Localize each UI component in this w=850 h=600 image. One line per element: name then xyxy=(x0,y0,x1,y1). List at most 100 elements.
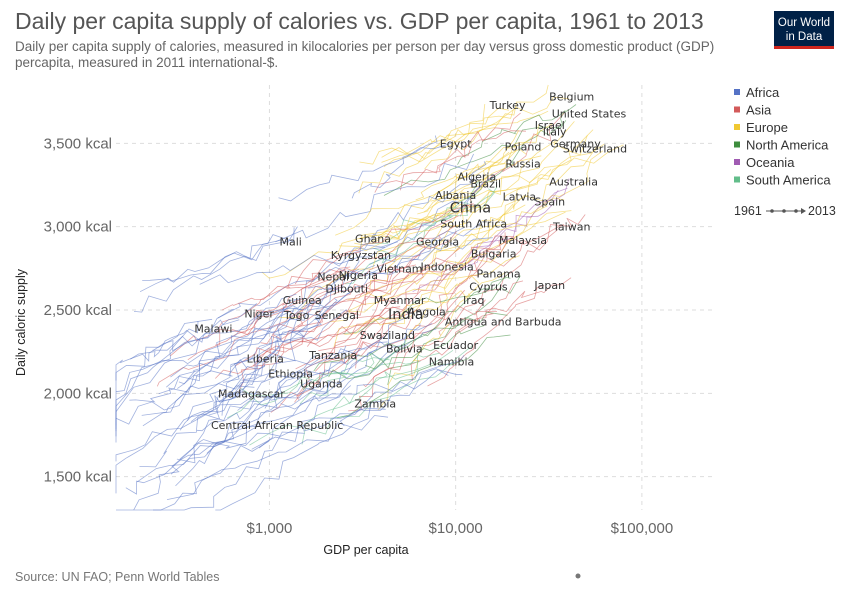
country-trajectory xyxy=(142,239,286,282)
country-trajectory xyxy=(133,226,298,313)
owid-logo[interactable]: Our World in Data xyxy=(774,11,834,49)
country-trajectory xyxy=(125,425,261,495)
legend-entry: South America xyxy=(746,173,831,188)
time-dot xyxy=(794,209,798,213)
country-label: Germany xyxy=(550,137,601,150)
country-label: India xyxy=(388,307,424,323)
legend-swatch xyxy=(734,159,740,165)
country-label: Japan xyxy=(533,279,565,292)
country-label: Vietnam xyxy=(377,262,423,275)
country-label: Swaziland xyxy=(360,329,415,342)
country-trajectory xyxy=(187,331,304,421)
country-trajectory xyxy=(405,240,484,342)
legend-swatch xyxy=(734,89,740,95)
country-trajectory xyxy=(179,407,386,460)
country-label: Israel xyxy=(535,119,565,132)
country-label: Togo xyxy=(283,309,310,322)
country-trajectory xyxy=(175,372,307,487)
playback-dot[interactable] xyxy=(573,571,583,581)
country-trajectory xyxy=(359,107,510,165)
logo-line-1: Our World xyxy=(777,17,831,29)
x-axis-title: GDP per capita xyxy=(323,543,408,557)
country-label: Uganda xyxy=(300,377,342,390)
country-trajectory xyxy=(129,358,247,403)
country-label: Indonesia xyxy=(421,261,474,274)
country-trajectory xyxy=(373,188,496,256)
time-end-label: 2013 xyxy=(808,204,836,218)
country-trajectory xyxy=(187,266,351,361)
legend-swatch xyxy=(734,176,740,183)
country-label: Iraq xyxy=(463,294,485,307)
country-label: South Africa xyxy=(440,217,507,230)
country-label: Turkey xyxy=(489,99,526,112)
country-label: Niger xyxy=(244,307,274,320)
country-label: Belgium xyxy=(549,91,594,104)
country-trajectory xyxy=(217,246,386,319)
country-trajectory xyxy=(280,369,463,410)
country-trajectory xyxy=(354,186,523,246)
country-trajectory xyxy=(281,264,416,347)
source-note: Source: UN FAO; Penn World Tables xyxy=(15,570,220,584)
time-range-indicator: 1961 2013 xyxy=(734,204,836,218)
country-trajectory xyxy=(299,338,407,405)
country-label: Namibia xyxy=(429,356,475,369)
country-trajectory xyxy=(301,344,474,445)
country-trajectory xyxy=(270,323,421,401)
country-label: Switzerland xyxy=(563,142,627,155)
country-trajectory xyxy=(275,153,474,243)
country-trajectory xyxy=(261,204,477,279)
country-trajectory xyxy=(374,130,527,193)
legend-swatch xyxy=(734,106,740,113)
country-label: Cyprus xyxy=(469,281,508,294)
country-label: Nepal xyxy=(317,271,349,284)
country-trajectory xyxy=(130,319,240,360)
country-trajectory xyxy=(196,384,327,432)
country-trajectory xyxy=(369,175,496,265)
country-trajectory xyxy=(152,292,350,351)
country-label: Malawi xyxy=(194,322,232,335)
country-trajectory xyxy=(115,385,255,494)
country-trajectory xyxy=(115,310,294,393)
country-trajectory xyxy=(281,215,459,310)
country-label: Ethiopia xyxy=(268,367,313,380)
country-trajectory xyxy=(347,185,483,279)
country-trajectory xyxy=(404,223,564,275)
country-label: Taiwan xyxy=(552,221,590,234)
country-trajectory xyxy=(278,142,452,202)
country-trajectory xyxy=(453,143,605,253)
y-tick-label: 2,500 kcal xyxy=(44,302,112,319)
legend-swatch xyxy=(734,141,740,148)
country-trajectory xyxy=(178,293,297,385)
country-trajectory xyxy=(400,112,521,191)
country-trajectory xyxy=(366,253,488,298)
country-trajectory xyxy=(345,211,566,313)
playback-dot-mark xyxy=(575,573,581,579)
country-trajectory xyxy=(387,275,521,386)
y-tick-label: 3,500 kcal xyxy=(44,135,112,152)
logo-accent-bar xyxy=(774,46,834,49)
country-trajectory xyxy=(176,379,313,464)
country-label: Poland xyxy=(505,141,542,154)
legend-swatch xyxy=(734,124,740,130)
logo-line-2: in Data xyxy=(785,31,823,43)
country-trajectory xyxy=(385,197,565,265)
country-trajectory xyxy=(431,146,598,265)
axes: 1,500 kcal 2,000 kcal 2,500 kcal 3,000 kcal… xyxy=(14,135,673,557)
country-trajectory xyxy=(423,121,575,262)
country-trajectory xyxy=(433,232,507,318)
country-trajectory xyxy=(260,254,421,345)
country-trajectory xyxy=(235,308,421,367)
country-trajectory xyxy=(221,268,342,311)
country-trajectory xyxy=(427,284,545,387)
legend-entry: Oceania xyxy=(746,155,795,170)
country-label: Ecuador xyxy=(433,339,478,352)
country-label: Georgia xyxy=(416,236,459,249)
grid-lines xyxy=(116,85,716,510)
country-trajectory xyxy=(230,316,326,368)
country-trajectory xyxy=(254,233,377,325)
country-trajectory xyxy=(328,325,485,380)
country-trajectory xyxy=(251,354,465,450)
country-trajectory xyxy=(215,314,385,379)
country-label: Albania xyxy=(435,189,476,202)
country-label: Mali xyxy=(279,236,301,249)
